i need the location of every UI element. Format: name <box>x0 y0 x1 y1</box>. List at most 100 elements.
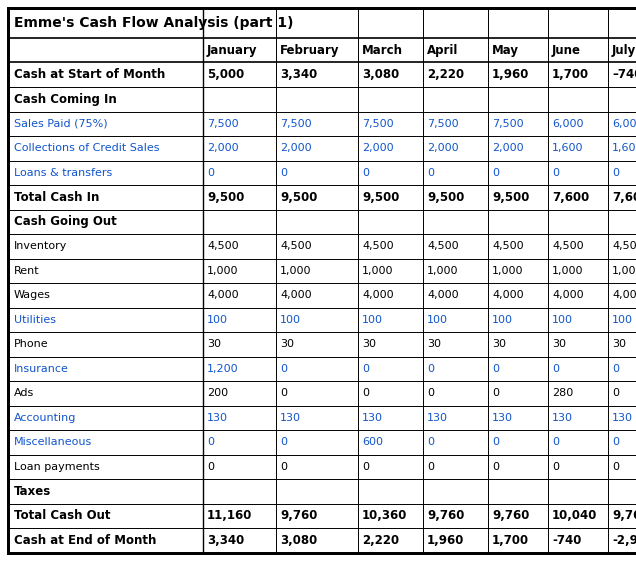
Text: 2,000: 2,000 <box>280 143 312 153</box>
Text: February: February <box>280 43 340 57</box>
Text: 130: 130 <box>280 413 301 423</box>
Text: July: July <box>612 43 636 57</box>
Text: 4,000: 4,000 <box>207 290 238 300</box>
Text: 4,500: 4,500 <box>612 241 636 251</box>
Text: 4,000: 4,000 <box>492 290 523 300</box>
Text: -740: -740 <box>552 534 581 547</box>
Text: Cash Going Out: Cash Going Out <box>14 215 117 228</box>
Text: 0: 0 <box>280 388 287 398</box>
Text: 1,000: 1,000 <box>427 266 459 276</box>
Text: 4,000: 4,000 <box>552 290 584 300</box>
Text: Loan payments: Loan payments <box>14 462 100 472</box>
Text: Miscellaneous: Miscellaneous <box>14 437 92 447</box>
Text: 7,500: 7,500 <box>492 119 523 129</box>
Text: 0: 0 <box>612 364 619 374</box>
Text: 4,000: 4,000 <box>427 290 459 300</box>
Text: 5,000: 5,000 <box>207 68 244 81</box>
Text: 0: 0 <box>492 462 499 472</box>
Text: 1,000: 1,000 <box>612 266 636 276</box>
Text: 4,500: 4,500 <box>492 241 523 251</box>
Text: 2,000: 2,000 <box>492 143 523 153</box>
Text: 30: 30 <box>207 339 221 349</box>
Text: June: June <box>552 43 581 57</box>
Text: Loans & transfers: Loans & transfers <box>14 168 112 178</box>
Text: 7,500: 7,500 <box>362 119 394 129</box>
Text: Phone: Phone <box>14 339 48 349</box>
Text: 9,760: 9,760 <box>612 509 636 522</box>
Text: 9,760: 9,760 <box>492 509 529 522</box>
Text: 4,500: 4,500 <box>362 241 394 251</box>
Text: 100: 100 <box>612 315 633 325</box>
Text: 0: 0 <box>280 364 287 374</box>
Text: January: January <box>207 43 258 57</box>
Text: 9,500: 9,500 <box>492 190 529 204</box>
Text: 4,000: 4,000 <box>280 290 312 300</box>
Text: 9,500: 9,500 <box>427 190 464 204</box>
Text: 100: 100 <box>552 315 573 325</box>
Text: –740: –740 <box>612 68 636 81</box>
Text: 600: 600 <box>362 437 383 447</box>
Text: 130: 130 <box>612 413 633 423</box>
Text: 9,500: 9,500 <box>207 190 244 204</box>
Text: 6,000: 6,000 <box>612 119 636 129</box>
Text: 7,500: 7,500 <box>427 119 459 129</box>
Text: 3,080: 3,080 <box>362 68 399 81</box>
Text: 0: 0 <box>492 388 499 398</box>
Text: Sales Paid (75%): Sales Paid (75%) <box>14 119 107 129</box>
Text: 0: 0 <box>207 168 214 178</box>
Text: 30: 30 <box>280 339 294 349</box>
Text: 0: 0 <box>280 462 287 472</box>
Text: 130: 130 <box>362 413 383 423</box>
Text: 0: 0 <box>427 462 434 472</box>
Text: 0: 0 <box>552 168 559 178</box>
Text: 30: 30 <box>552 339 566 349</box>
Text: 0: 0 <box>207 462 214 472</box>
Text: 10,360: 10,360 <box>362 509 408 522</box>
Text: 0: 0 <box>552 437 559 447</box>
Text: March: March <box>362 43 403 57</box>
Text: 7,500: 7,500 <box>280 119 312 129</box>
Text: 100: 100 <box>427 315 448 325</box>
Text: Taxes: Taxes <box>14 484 52 498</box>
Text: 9,760: 9,760 <box>427 509 464 522</box>
Text: 0: 0 <box>427 364 434 374</box>
Text: Utilities: Utilities <box>14 315 56 325</box>
Text: Cash at End of Month: Cash at End of Month <box>14 534 156 547</box>
Text: 2,220: 2,220 <box>427 68 464 81</box>
Text: 130: 130 <box>552 413 573 423</box>
Text: 280: 280 <box>552 388 573 398</box>
Text: Collections of Credit Sales: Collections of Credit Sales <box>14 143 160 153</box>
Text: 4,000: 4,000 <box>612 290 636 300</box>
Text: 30: 30 <box>492 339 506 349</box>
Text: 0: 0 <box>427 168 434 178</box>
Text: 0: 0 <box>612 168 619 178</box>
Text: 1,200: 1,200 <box>207 364 238 374</box>
Text: 0: 0 <box>362 388 369 398</box>
Text: 1,600: 1,600 <box>552 143 583 153</box>
Text: Total Cash In: Total Cash In <box>14 190 99 204</box>
Text: Cash at Start of Month: Cash at Start of Month <box>14 68 165 81</box>
Text: 4,500: 4,500 <box>280 241 312 251</box>
Text: Wages: Wages <box>14 290 51 300</box>
Text: 11,160: 11,160 <box>207 509 252 522</box>
Text: 4,500: 4,500 <box>427 241 459 251</box>
Text: Insurance: Insurance <box>14 364 69 374</box>
Text: 130: 130 <box>492 413 513 423</box>
Text: 9,500: 9,500 <box>362 190 399 204</box>
Text: 1,960: 1,960 <box>492 68 529 81</box>
Text: 200: 200 <box>207 388 228 398</box>
Text: 130: 130 <box>207 413 228 423</box>
Text: -2,900: -2,900 <box>612 534 636 547</box>
Text: 0: 0 <box>280 168 287 178</box>
Text: 1,000: 1,000 <box>280 266 312 276</box>
Text: 0: 0 <box>552 462 559 472</box>
Text: 1,000: 1,000 <box>207 266 238 276</box>
Text: 1,960: 1,960 <box>427 534 464 547</box>
Text: 0: 0 <box>362 168 369 178</box>
Text: 4,500: 4,500 <box>552 241 584 251</box>
Text: 30: 30 <box>362 339 376 349</box>
Text: 3,340: 3,340 <box>207 534 244 547</box>
Text: 0: 0 <box>362 462 369 472</box>
Text: Cash Coming In: Cash Coming In <box>14 93 117 106</box>
Text: 0: 0 <box>612 388 619 398</box>
